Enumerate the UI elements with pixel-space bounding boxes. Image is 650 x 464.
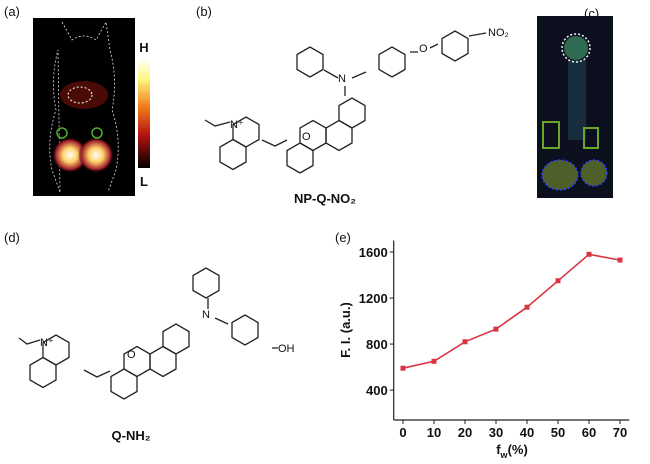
signal xyxy=(568,60,586,140)
ring xyxy=(378,46,406,78)
roi xyxy=(91,127,103,139)
x-tick-label: 50 xyxy=(551,425,565,440)
roi xyxy=(583,127,599,149)
outline xyxy=(49,20,119,193)
compound-name: Q-NH₂ xyxy=(112,428,151,443)
atom: N⁺ xyxy=(230,119,244,131)
x-tick-label: 10 xyxy=(427,425,441,440)
atom: N xyxy=(202,309,210,321)
roi xyxy=(561,33,591,63)
x-tick-label: 0 xyxy=(399,425,406,440)
marker xyxy=(431,358,437,364)
ring xyxy=(29,356,57,389)
signal xyxy=(52,137,88,173)
structure: N⁺ O N O NO₂ xyxy=(204,27,509,174)
x-axis-label-part: w xyxy=(500,450,509,460)
line xyxy=(402,253,621,369)
bonds xyxy=(18,298,278,378)
roi xyxy=(541,159,579,191)
marker xyxy=(617,257,623,263)
compound-name: NP-Q-NO₂ xyxy=(294,191,356,206)
color-bar-min: L xyxy=(140,174,148,189)
panel-label: (b) xyxy=(196,4,212,19)
ring xyxy=(296,46,324,78)
atom: N xyxy=(338,73,346,85)
ring xyxy=(219,138,247,171)
y-tick-label: 800 xyxy=(366,337,388,352)
x-axis-label-part: (%) xyxy=(508,442,528,457)
x-tick-label: 20 xyxy=(458,425,472,440)
ring xyxy=(162,323,190,355)
ring xyxy=(192,267,220,299)
atom: O xyxy=(302,131,311,143)
atom: OH xyxy=(278,343,295,355)
ring xyxy=(338,97,366,129)
signal xyxy=(78,137,114,173)
marker xyxy=(524,304,530,310)
roi xyxy=(542,121,560,149)
x-tick-label: 40 xyxy=(520,425,534,440)
color-bar-max: H xyxy=(139,40,148,55)
bonds xyxy=(204,32,487,147)
atom: O xyxy=(419,43,428,55)
x-tick-label: 30 xyxy=(489,425,503,440)
marker xyxy=(555,278,561,284)
roi xyxy=(580,159,608,187)
roi xyxy=(67,86,93,104)
ring xyxy=(123,345,151,378)
roi xyxy=(56,127,68,139)
ring xyxy=(441,30,469,62)
ring xyxy=(231,314,259,346)
x-axis-label-part: f xyxy=(496,442,501,457)
y-tick-label: 1200 xyxy=(359,291,388,306)
x-tick-label: 60 xyxy=(582,425,596,440)
marker xyxy=(400,365,406,371)
atom: N⁺ xyxy=(40,337,54,349)
panel-label: (e) xyxy=(335,230,351,245)
signal xyxy=(564,36,588,60)
marker xyxy=(462,339,468,345)
signal xyxy=(60,81,108,109)
x-axis-label: fw(%) xyxy=(496,442,528,460)
color-bar xyxy=(138,58,150,168)
panel-label: (a) xyxy=(4,4,20,19)
panel-label: (d) xyxy=(4,230,20,245)
x-tick-label: 70 xyxy=(613,425,627,440)
atom: O xyxy=(127,349,136,361)
structure: N⁺ O N OH xyxy=(18,267,295,400)
y-tick-label: 1600 xyxy=(359,245,388,260)
y-axis-label: F. I. (a.u.) xyxy=(338,302,353,358)
y-tick-label: 400 xyxy=(366,383,388,398)
marker xyxy=(586,251,592,257)
marker xyxy=(493,326,499,332)
atom: NO₂ xyxy=(488,27,509,39)
